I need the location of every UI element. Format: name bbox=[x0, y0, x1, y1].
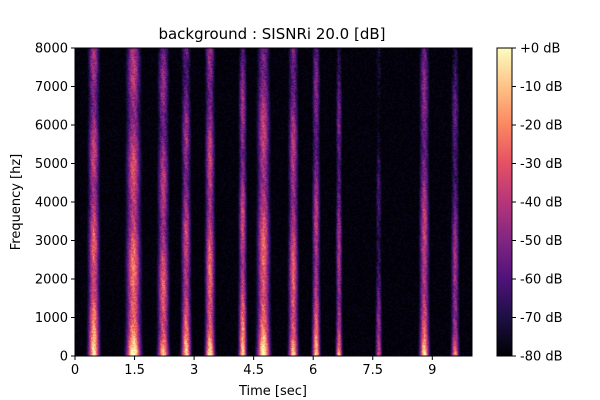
x-tick-label: 4.5 bbox=[243, 363, 264, 378]
x-axis: 0 1.5 3 4.5 6 7.5 9 bbox=[71, 356, 436, 378]
x-tick-label: 9 bbox=[428, 363, 436, 378]
colorbar-ticks: +0 dB -10 dB -20 dB -30 dB -40 dB -50 dB -60 d… bbox=[512, 42, 563, 365]
colorbar: +0 dB -10 dB -20 dB -30 dB -40 dB -50 dB -60 d… bbox=[496, 42, 563, 365]
y-tick-label: 1000 bbox=[35, 311, 68, 326]
colorbar-tick-label: -70 dB bbox=[520, 311, 563, 326]
colorbar-tick-label: -40 dB bbox=[520, 196, 563, 211]
plot-area bbox=[74, 47, 473, 357]
colorbar-tick-label: +0 dB bbox=[520, 42, 560, 57]
colorbar-tick-label: -80 dB bbox=[520, 350, 563, 365]
colorbar-tick-label: -50 dB bbox=[520, 234, 563, 249]
spectrogram-image bbox=[75, 48, 472, 356]
x-tick-label: 7.5 bbox=[362, 363, 383, 378]
y-axis-label: Frequency [hz] bbox=[9, 154, 24, 251]
y-tick-label: 2000 bbox=[35, 273, 68, 288]
y-tick-label: 8000 bbox=[35, 42, 68, 57]
y-tick-label: 0 bbox=[60, 350, 68, 365]
y-tick-label: 7000 bbox=[35, 80, 68, 95]
y-tick-label: 3000 bbox=[35, 234, 68, 249]
y-tick-label: 5000 bbox=[35, 157, 68, 172]
colorbar-tick-label: -10 dB bbox=[520, 80, 563, 95]
chart-title: background : SISNRi 20.0 [dB] bbox=[158, 25, 385, 43]
y-tick-label: 6000 bbox=[35, 119, 68, 134]
colorbar-tick-label: -20 dB bbox=[520, 119, 563, 134]
x-tick-label: 6 bbox=[309, 363, 317, 378]
colorbar-tick-label: -30 dB bbox=[520, 157, 563, 172]
x-tick-label: 1.5 bbox=[124, 363, 145, 378]
x-tick-label: 0 bbox=[71, 363, 79, 378]
colorbar-gradient bbox=[497, 48, 512, 356]
y-tick-label: 4000 bbox=[35, 196, 68, 211]
x-axis-label: Time [sec] bbox=[238, 384, 307, 399]
x-tick-label: 3 bbox=[190, 363, 198, 378]
y-axis: 0 1000 2000 3000 4000 5000 6000 7000 8000 bbox=[35, 42, 75, 365]
colorbar-tick-label: -60 dB bbox=[520, 273, 563, 288]
